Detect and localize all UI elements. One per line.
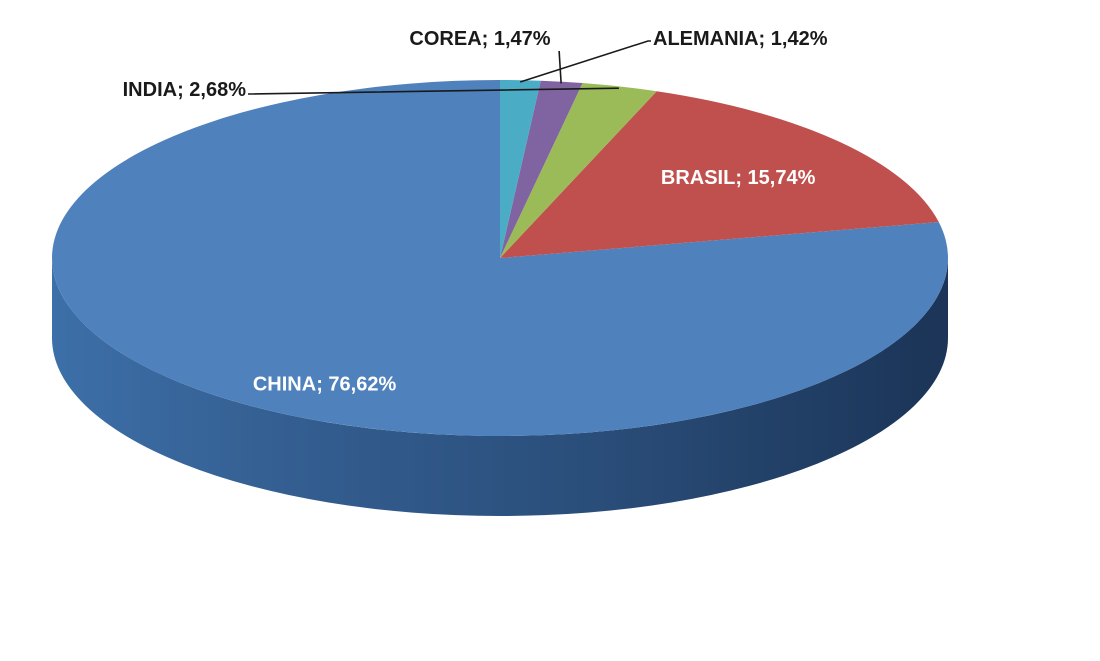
data-label-alemania: ALEMANIA; 1,42% [653, 28, 828, 50]
data-label-corea: COREA; 1,47% [409, 28, 550, 50]
pie-slice-brasil [500, 91, 939, 258]
pie-slices [52, 80, 949, 436]
leader-lines [248, 40, 651, 95]
pie-slice-china [52, 80, 949, 436]
leader-line-india [248, 87, 619, 95]
data-label-india: INDIA; 2,68% [123, 79, 247, 101]
data-label-brasil: BRASIL; 15,74% [661, 167, 816, 189]
data-labels: CHINA; 76,62% BRASIL; 15,74% INDIA; 2,68% C… [123, 28, 828, 396]
pie-side-surface [52, 258, 948, 516]
data-label-china: CHINA; 76,62% [253, 374, 397, 396]
pie-slice-alemania [500, 80, 541, 258]
pie-slice-india [500, 83, 657, 258]
leader-line-corea [558, 50, 562, 84]
pie-side-wall [52, 258, 948, 516]
pie-slice-corea [500, 80, 583, 258]
leader-line-alemania [519, 40, 651, 83]
